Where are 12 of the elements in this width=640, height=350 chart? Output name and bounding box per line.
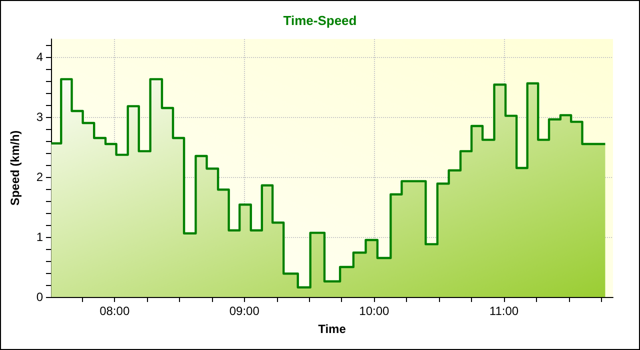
y-tick-label: 3 [36, 110, 44, 124]
x-tick-label: 09:00 [229, 304, 260, 318]
y-tick-label: 2 [36, 170, 44, 184]
y-tick-label: 4 [36, 50, 44, 64]
x-tick-label: 11:00 [489, 304, 519, 318]
x-tick-label: 10:00 [359, 304, 390, 318]
chart-title: Time-Speed [283, 13, 357, 28]
y-tick-label: 1 [36, 230, 44, 244]
y-axis-title: Speed (km/h) [8, 130, 22, 206]
x-tick-label: 08:00 [100, 304, 130, 318]
y-tick-label: 0 [36, 290, 44, 304]
x-axis-title: Time [318, 322, 346, 336]
